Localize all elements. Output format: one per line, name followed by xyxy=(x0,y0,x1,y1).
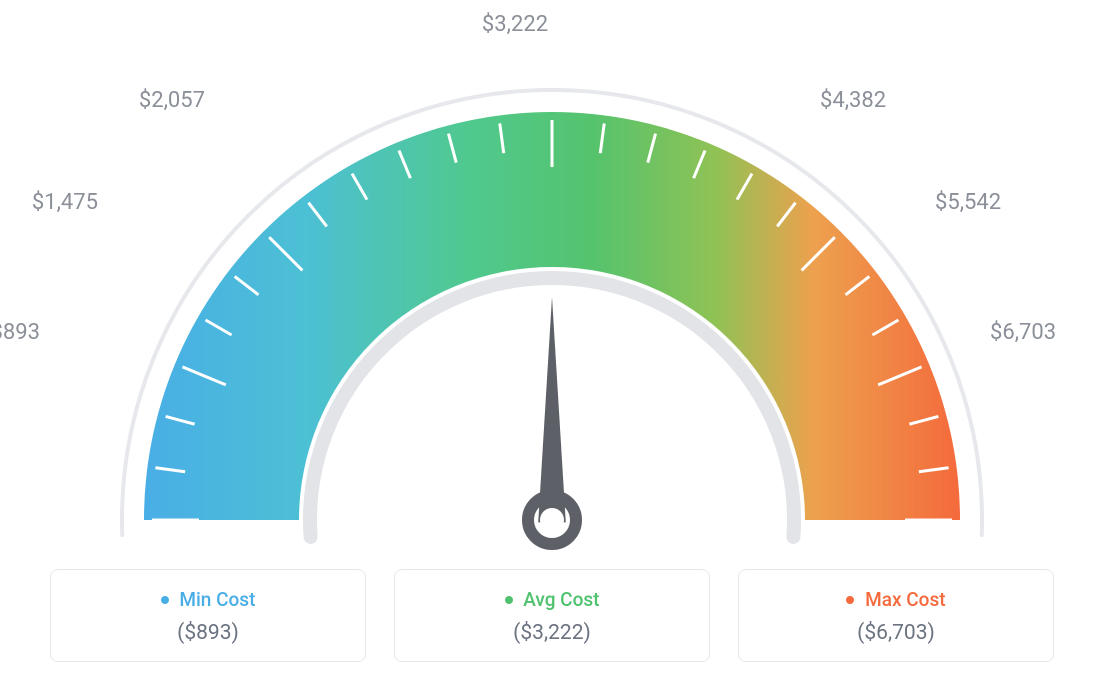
max-cost-title: Max Cost xyxy=(749,588,1043,611)
avg-cost-value: ($3,222) xyxy=(405,621,699,645)
gauge-tick-label: $6,703 xyxy=(990,320,1056,345)
chart-container: $893 $1,475 $2,057 $3,222 $4,382 $5,542 $6,703… xyxy=(0,0,1104,690)
summary-cards: Min Cost ($893) Avg Cost ($3,222) Max Co… xyxy=(50,569,1054,662)
max-dot xyxy=(846,596,854,604)
min-cost-card: Min Cost ($893) xyxy=(50,569,366,662)
gauge-chart: $893 $1,475 $2,057 $3,222 $4,382 $5,542 $6,703 xyxy=(0,0,1104,560)
gauge-tick-label: $893 xyxy=(0,320,40,345)
max-cost-label: Max Cost xyxy=(865,588,945,611)
avg-cost-title: Avg Cost xyxy=(405,588,699,611)
gauge-tick-label: $2,057 xyxy=(139,88,205,113)
avg-cost-card: Avg Cost ($3,222) xyxy=(394,569,710,662)
gauge-tick-label: $3,222 xyxy=(482,12,548,37)
min-dot xyxy=(161,596,169,604)
gauge-svg xyxy=(72,20,1032,560)
gauge-tick-label: $1,475 xyxy=(32,190,98,215)
avg-dot xyxy=(505,596,513,604)
min-cost-label: Min Cost xyxy=(179,588,255,611)
max-cost-card: Max Cost ($6,703) xyxy=(738,569,1054,662)
min-cost-title: Min Cost xyxy=(61,588,355,611)
min-cost-value: ($893) xyxy=(61,621,355,645)
max-cost-value: ($6,703) xyxy=(749,621,1043,645)
gauge-tick-label: $5,542 xyxy=(935,190,1001,215)
gauge-tick-label: $4,382 xyxy=(820,88,886,113)
avg-cost-label: Avg Cost xyxy=(523,588,599,611)
